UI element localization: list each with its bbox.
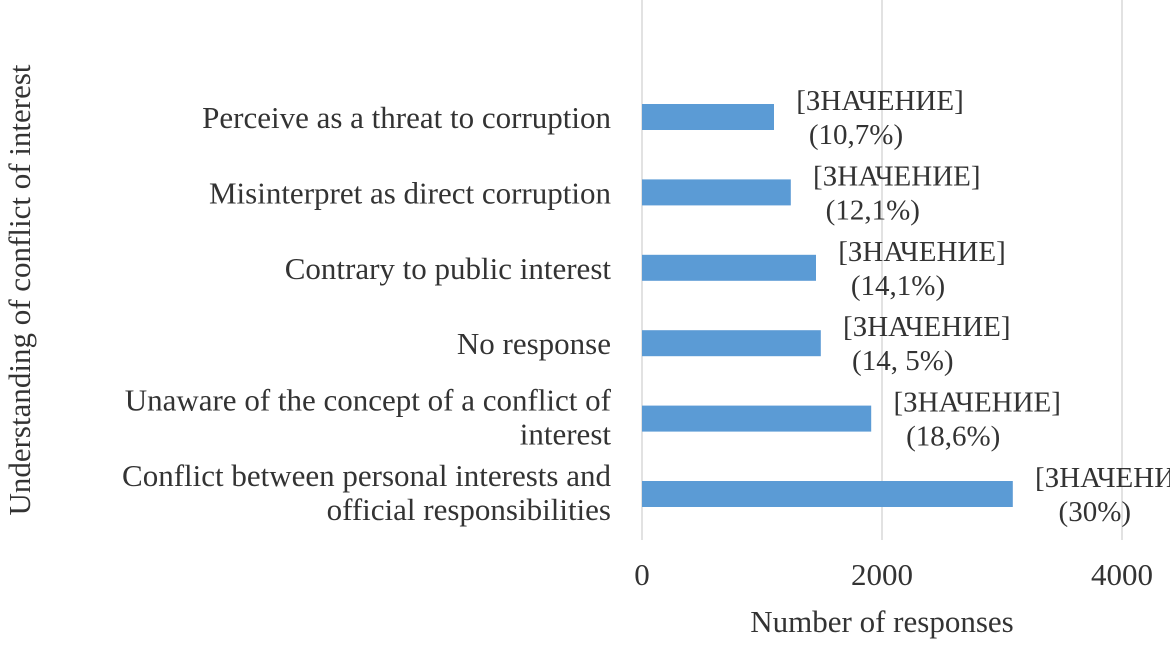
x-tick-label-2: 4000 — [1091, 557, 1153, 592]
category-label-4: Unaware of the concept of a conflict of i… — [125, 383, 612, 452]
category-label-0: Perceive as a threat to corruption — [202, 100, 611, 135]
bar-1 — [642, 179, 791, 206]
bar-0 — [642, 104, 774, 130]
x-tick-label-0: 0 — [634, 557, 650, 592]
bar-4 — [642, 405, 872, 432]
category-labels: Perceive as a threat to corruption Misint… — [122, 100, 612, 527]
bars — [642, 104, 1013, 507]
y-axis-title: Understanding of conflict of interest — [2, 64, 37, 515]
data-label-0: [ЗНАЧЕНИЕ] (10,7%) — [796, 85, 964, 151]
data-labels: [ЗНАЧЕНИЕ] (10,7%) [ЗНАЧЕНИЕ] (12,1%) [ЗНАЧЕ… — [796, 85, 1170, 528]
category-label-2: Contrary to public interest — [285, 251, 612, 286]
x-tick-labels: 0 2000 4000 — [634, 557, 1153, 592]
data-label-1: [ЗНАЧЕНИЕ] (12,1%) — [813, 160, 981, 226]
data-label-2: [ЗНАЧЕНИЕ] (14,1%) — [838, 236, 1006, 302]
bar-5 — [642, 481, 1013, 507]
category-label-1: Misinterpret as direct corruption — [209, 175, 612, 210]
x-axis-title: Number of responses — [750, 604, 1013, 639]
data-label-3: [ЗНАЧЕНИЕ] (14, 5%) — [843, 311, 1011, 377]
category-label-3: No response — [457, 326, 611, 361]
category-label-5: Conflict between personal interests and o… — [122, 458, 611, 527]
bar-3 — [642, 330, 821, 357]
data-label-4: [ЗНАЧЕНИЕ] (18,6%) — [893, 387, 1061, 453]
data-label-5: [ЗНАЧЕНИЕ](30%) — [1035, 462, 1170, 528]
x-tick-label-1: 2000 — [851, 557, 913, 592]
bar-2 — [642, 254, 816, 281]
